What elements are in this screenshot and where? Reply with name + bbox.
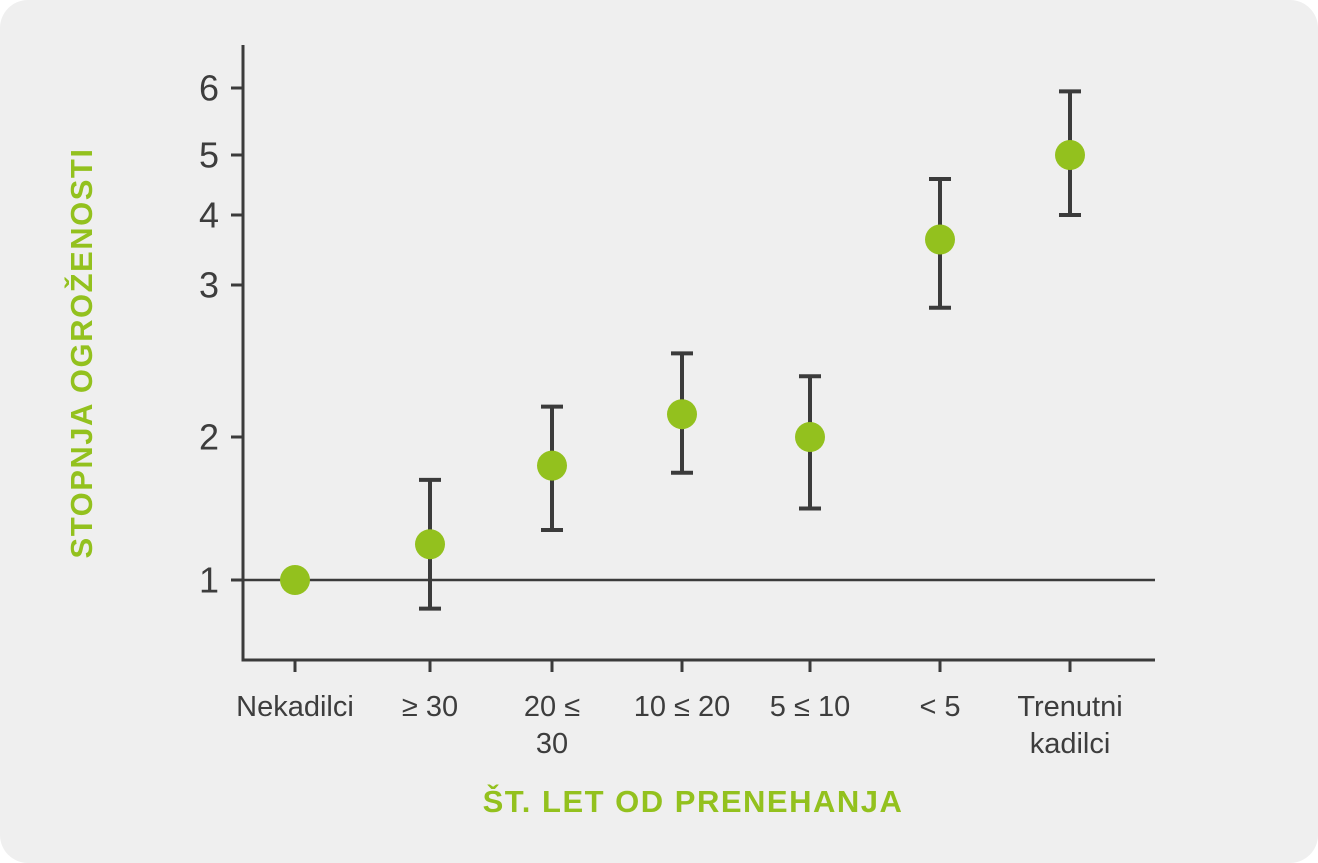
x-category-label: Nekadilci: [236, 691, 354, 723]
x-category-label: Trenutni: [1017, 691, 1122, 723]
data-point: [667, 399, 697, 430]
data-point: [415, 529, 445, 560]
x-category-label: 5 ≤ 10: [770, 691, 850, 723]
y-tick-label: 1: [199, 560, 219, 601]
y-tick-label: 3: [199, 265, 219, 306]
y-tick-label: 2: [199, 417, 219, 458]
x-category-label: 20 ≤: [524, 691, 580, 723]
y-tick-label: 6: [199, 68, 219, 109]
data-point: [537, 450, 567, 481]
y-tick-label: 5: [199, 135, 219, 176]
y-tick-label: 4: [199, 195, 219, 236]
data-point: [795, 422, 825, 452]
x-category-label: ≥ 30: [402, 691, 458, 723]
x-axis-title: ŠT. LET OD PRENEHANJA: [482, 784, 904, 819]
data-point: [280, 565, 310, 595]
x-category-label: 10 ≤ 20: [634, 691, 731, 723]
x-category-label: kadilci: [1030, 728, 1111, 760]
x-category-label: < 5: [919, 691, 960, 723]
data-point: [925, 224, 955, 255]
x-category-label: 30: [536, 728, 568, 760]
data-point: [1055, 140, 1085, 170]
